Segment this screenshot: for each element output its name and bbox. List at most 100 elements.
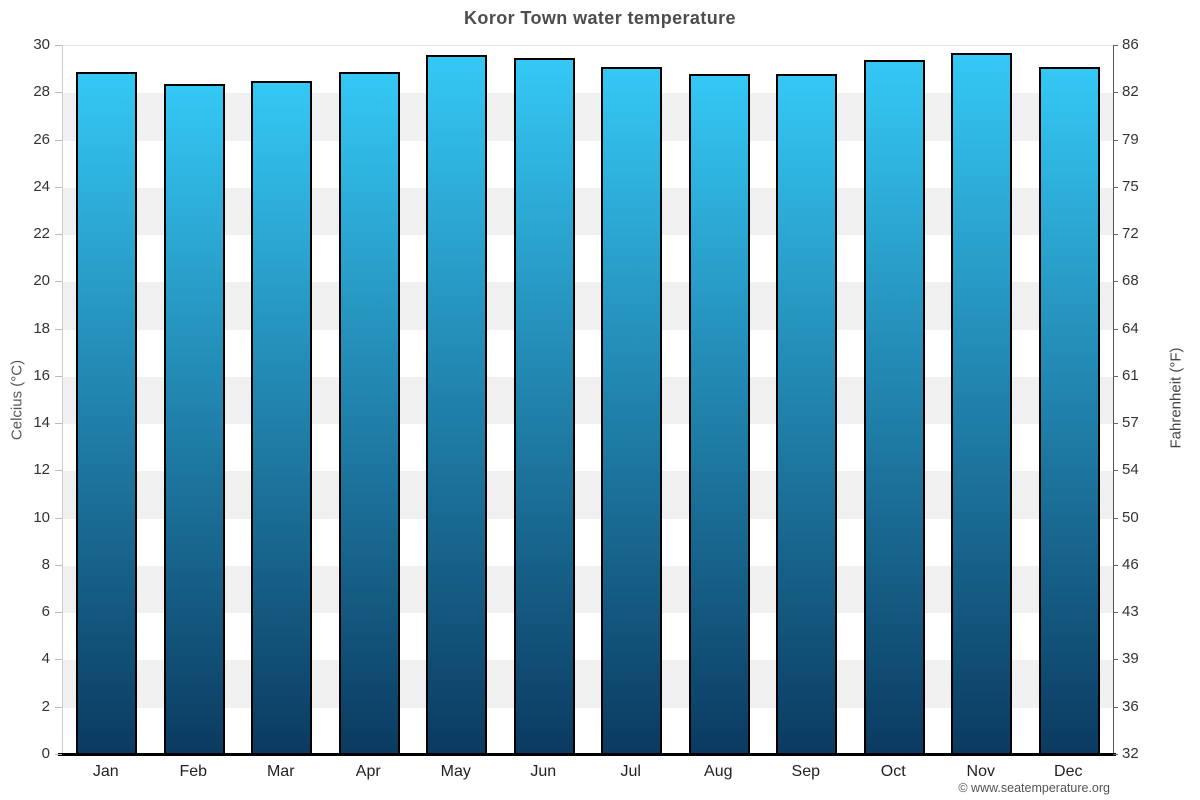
bar-apr xyxy=(338,72,400,755)
plot-area xyxy=(62,45,1114,755)
tick-celsius-2 xyxy=(55,706,62,708)
bar-jul xyxy=(601,67,663,755)
bar-dec xyxy=(1038,67,1100,755)
tick-celsius-14 xyxy=(55,423,62,425)
month-label-jul: Jul xyxy=(620,763,641,780)
ytick-label-celsius-8: 8 xyxy=(41,555,50,573)
tick-fahrenheit-68 xyxy=(1113,281,1118,283)
plot-band-26-24 xyxy=(63,140,1113,188)
plot-band-4-2 xyxy=(63,660,1113,708)
tick-celsius-30 xyxy=(55,45,62,46)
tick-fahrenheit-79 xyxy=(1113,139,1118,141)
plot-band-8-6 xyxy=(63,565,1113,614)
tick-celsius-28 xyxy=(55,92,62,94)
month-label-jun: Jun xyxy=(530,763,557,780)
tick-fahrenheit-75 xyxy=(1113,186,1118,188)
ytick-label-fahrenheit-39: 39 xyxy=(1122,650,1139,668)
tick-celsius-0 xyxy=(55,754,62,755)
month-label-may: May xyxy=(440,763,471,780)
bar-mar xyxy=(251,81,313,755)
bar-aug xyxy=(688,74,750,755)
tick-fahrenheit-54 xyxy=(1113,470,1118,472)
tick-celsius-10 xyxy=(55,517,62,519)
ytick-label-celsius-0: 0 xyxy=(41,745,50,762)
tick-fahrenheit-50 xyxy=(1113,517,1118,519)
ytick-label-fahrenheit-72: 72 xyxy=(1122,225,1139,243)
ytick-label-fahrenheit-79: 79 xyxy=(1122,130,1139,148)
ytick-label-fahrenheit-75: 75 xyxy=(1122,177,1139,195)
tick-fahrenheit-57 xyxy=(1113,423,1118,425)
bar-oct xyxy=(863,60,925,755)
ytick-label-celsius-22: 22 xyxy=(33,225,50,243)
ytick-label-celsius-2: 2 xyxy=(41,697,50,715)
plot-band-14-12 xyxy=(63,424,1113,472)
plot-band-10-8 xyxy=(63,518,1113,566)
ytick-label-celsius-30: 30 xyxy=(33,36,50,53)
month-label-dec: Dec xyxy=(1054,763,1083,780)
ytick-label-celsius-10: 10 xyxy=(33,508,50,526)
plot-band-6-4 xyxy=(63,613,1113,661)
ytick-label-celsius-16: 16 xyxy=(33,366,50,384)
tick-fahrenheit-64 xyxy=(1113,328,1118,330)
ytick-label-fahrenheit-54: 54 xyxy=(1122,461,1139,479)
y-axis-title-fahrenheit: Fahrenheit (°F) xyxy=(1167,347,1185,449)
tick-celsius-18 xyxy=(55,328,62,330)
ytick-label-celsius-6: 6 xyxy=(41,603,50,621)
chart-title: Koror Town water temperature xyxy=(464,8,736,28)
ytick-label-celsius-4: 4 xyxy=(41,650,50,668)
ytick-label-fahrenheit-82: 82 xyxy=(1122,83,1139,101)
bar-jun xyxy=(513,57,575,755)
plot-band-18-16 xyxy=(63,329,1113,377)
ytick-label-fahrenheit-50: 50 xyxy=(1122,508,1139,526)
ytick-label-celsius-18: 18 xyxy=(33,319,50,337)
tick-fahrenheit-61 xyxy=(1113,375,1118,377)
month-label-jan: Jan xyxy=(92,763,119,780)
y-axis-title-celsius: Celcius (°C) xyxy=(8,359,26,441)
ytick-label-fahrenheit-36: 36 xyxy=(1122,697,1139,715)
ytick-label-fahrenheit-86: 86 xyxy=(1122,36,1139,53)
ytick-label-celsius-12: 12 xyxy=(33,461,50,479)
month-label-apr: Apr xyxy=(355,763,381,780)
month-label-feb: Feb xyxy=(179,763,208,780)
tick-fahrenheit-32 xyxy=(1113,754,1118,755)
bar-feb xyxy=(163,83,225,755)
ytick-label-fahrenheit-46: 46 xyxy=(1122,555,1139,573)
plot-band-16-14 xyxy=(63,376,1113,425)
bar-nov xyxy=(951,53,1013,755)
tick-celsius-6 xyxy=(55,612,62,614)
plot-band-30-28 xyxy=(63,46,1113,94)
ytick-label-fahrenheit-61: 61 xyxy=(1122,366,1139,384)
month-label-mar: Mar xyxy=(266,763,295,780)
month-label-oct: Oct xyxy=(880,763,906,780)
ytick-label-celsius-24: 24 xyxy=(33,177,50,195)
bar-jan xyxy=(76,72,138,755)
plot-band-12-10 xyxy=(63,471,1113,519)
tick-fahrenheit-86 xyxy=(1113,45,1118,46)
plot-band-22-20 xyxy=(63,235,1113,283)
ytick-label-fahrenheit-64: 64 xyxy=(1122,319,1139,337)
month-label-nov: Nov xyxy=(966,763,995,780)
tick-fahrenheit-46 xyxy=(1113,564,1118,566)
month-label-aug: Aug xyxy=(704,763,733,780)
ytick-label-celsius-28: 28 xyxy=(33,83,50,101)
ytick-label-fahrenheit-43: 43 xyxy=(1122,603,1139,621)
ytick-label-celsius-14: 14 xyxy=(33,414,50,432)
ytick-label-celsius-26: 26 xyxy=(33,130,50,148)
tick-fahrenheit-36 xyxy=(1113,706,1118,708)
copyright-credit: © www.seatemperature.org xyxy=(958,781,1110,795)
ytick-label-fahrenheit-57: 57 xyxy=(1122,414,1139,432)
tick-celsius-16 xyxy=(55,375,62,377)
ytick-label-fahrenheit-32: 32 xyxy=(1122,745,1139,762)
x-axis-line xyxy=(58,753,1116,756)
plot-band-20-18 xyxy=(63,282,1113,330)
tick-celsius-24 xyxy=(55,186,62,188)
tick-celsius-22 xyxy=(55,234,62,236)
tick-fahrenheit-72 xyxy=(1113,234,1118,236)
tick-fahrenheit-39 xyxy=(1113,659,1118,661)
tick-celsius-8 xyxy=(55,564,62,566)
tick-celsius-26 xyxy=(55,139,62,141)
ytick-label-celsius-20: 20 xyxy=(33,272,50,290)
ytick-label-fahrenheit-68: 68 xyxy=(1122,272,1139,290)
plot-band-24-22 xyxy=(63,187,1113,236)
